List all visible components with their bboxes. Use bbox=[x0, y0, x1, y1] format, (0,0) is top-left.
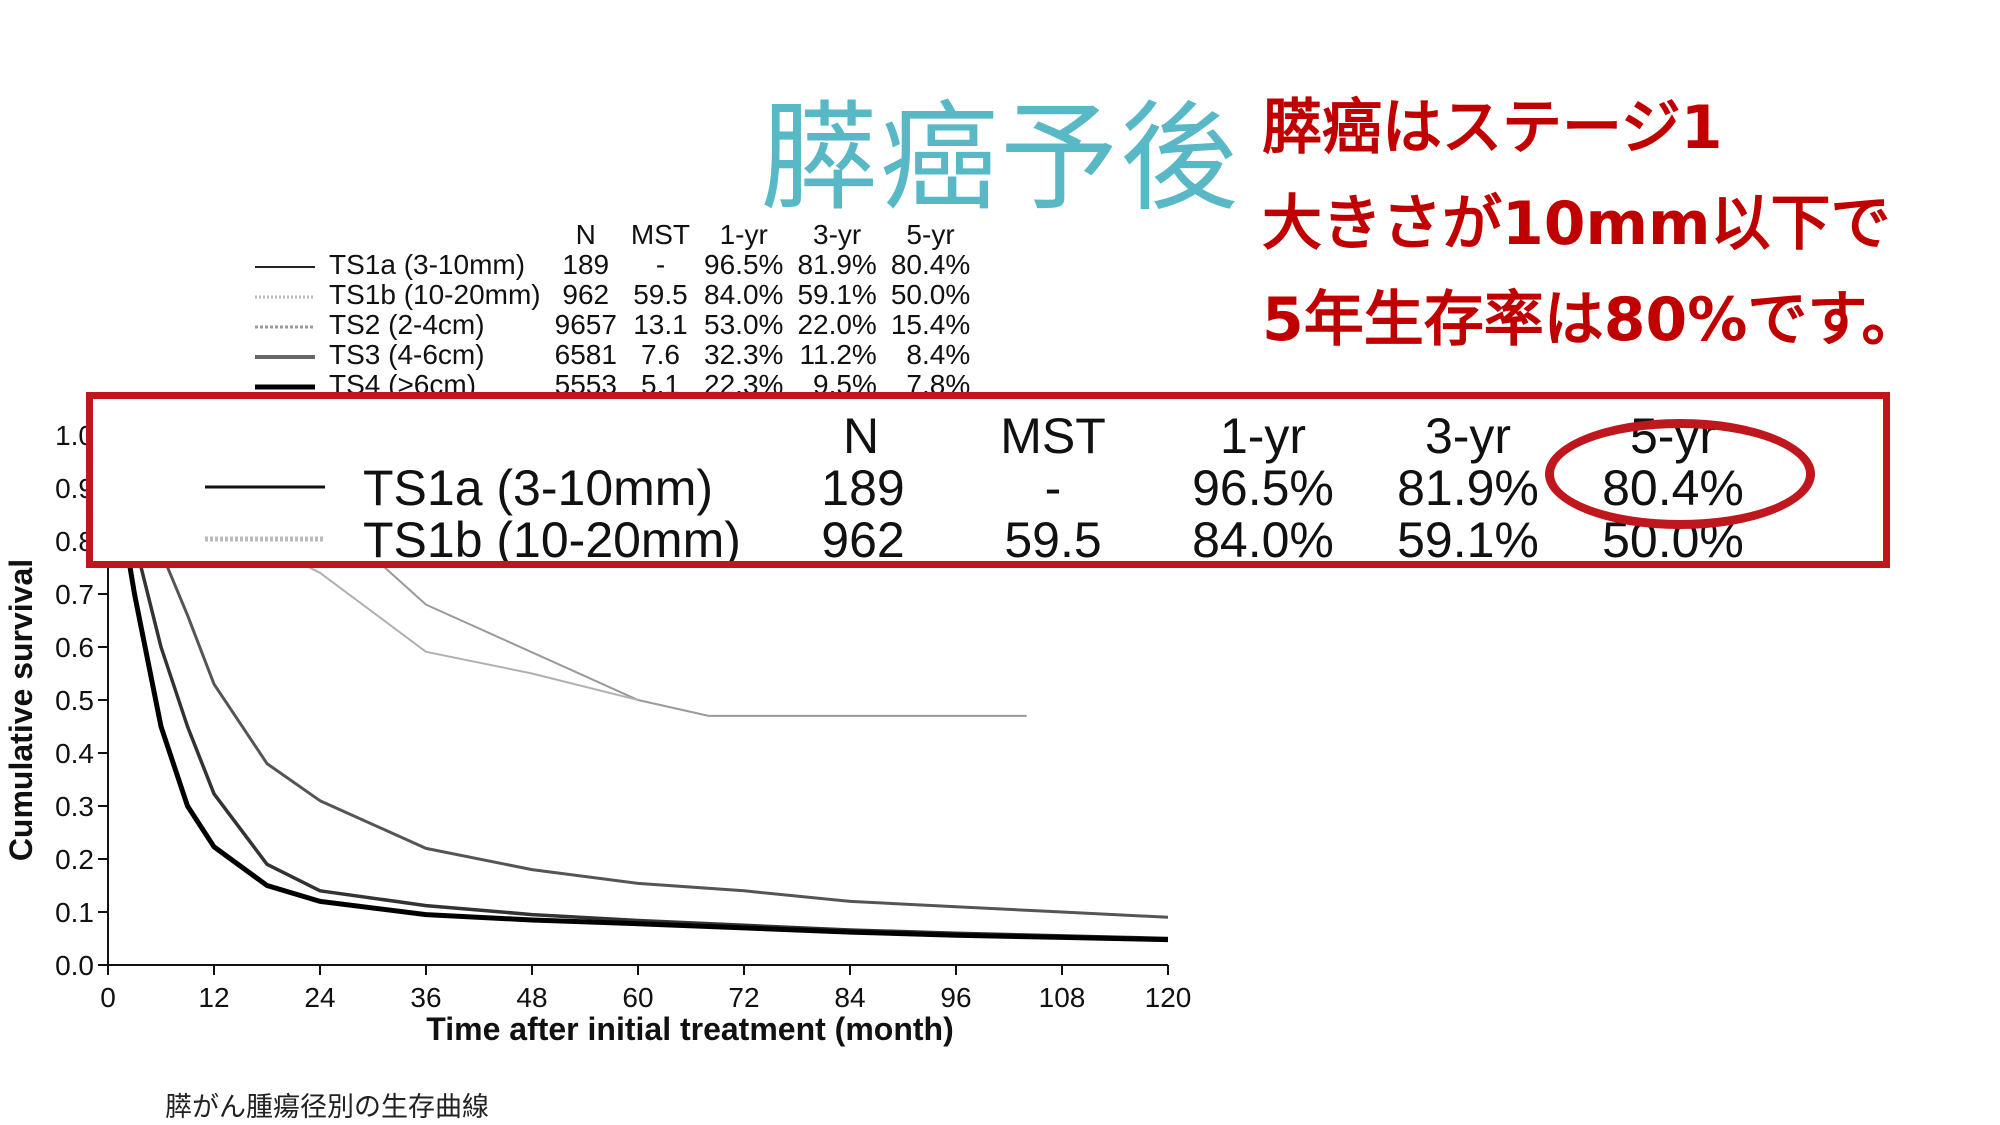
legend-mst: 7.6 bbox=[641, 339, 680, 370]
legend-header-3yr: 3-yr bbox=[813, 219, 862, 250]
zoom-n: 189 bbox=[821, 460, 905, 516]
y-tick-label: 0.7 bbox=[55, 579, 94, 610]
series-line bbox=[106, 434, 1169, 919]
legend-mst: 59.5 bbox=[633, 279, 688, 310]
legend-swatch-ts1a bbox=[255, 265, 315, 268]
figure-caption: 膵がん腫瘍径別の生存曲線 bbox=[165, 1092, 489, 1123]
zoom-n: 962 bbox=[821, 512, 905, 568]
legend-3yr: 81.9% bbox=[797, 249, 877, 280]
y-tick-label: 0.0 bbox=[55, 950, 94, 981]
legend-header-mst: MST bbox=[630, 219, 691, 250]
x-tick-label: 120 bbox=[1145, 982, 1192, 1013]
x-tick-label: 84 bbox=[834, 982, 865, 1013]
legend-n: 962 bbox=[562, 279, 610, 310]
legend-row: TS3 (4-6cm) 6581 7.6 32.3% 11.2% 8.4% bbox=[255, 340, 984, 370]
legend-row: TS1b (10-20mm) 962 59.5 84.0% 59.1% 50.0… bbox=[255, 280, 984, 310]
legend-header-n: N bbox=[575, 219, 596, 250]
zoom-label: TS1a (3-10mm) bbox=[363, 460, 714, 516]
y-tick-label: 0.5 bbox=[55, 685, 94, 716]
legend-label: TS1b (10-20mm) bbox=[329, 279, 541, 310]
y-axis-label: Cumulative survival bbox=[3, 559, 39, 861]
legend-5yr: 15.4% bbox=[890, 309, 971, 340]
legend-swatch-ts1b bbox=[255, 295, 315, 299]
legend-label: TS3 (4-6cm) bbox=[329, 339, 485, 370]
zoom-3yr: 81.9% bbox=[1397, 460, 1539, 516]
x-tick-label: 108 bbox=[1039, 982, 1086, 1013]
legend-swatch-ts4 bbox=[255, 384, 315, 390]
legend-5yr: 50.0% bbox=[890, 279, 971, 310]
legend-header-1yr: 1-yr bbox=[719, 219, 768, 250]
x-tick-label: 24 bbox=[304, 982, 335, 1013]
x-tick-label: 0 bbox=[100, 982, 116, 1013]
x-tick-label: 48 bbox=[516, 982, 547, 1013]
y-tick-label: 0.2 bbox=[55, 844, 94, 875]
x-tick-label: 36 bbox=[410, 982, 441, 1013]
legend-n: 9657 bbox=[554, 309, 617, 340]
zoom-header-mst: MST bbox=[1000, 408, 1106, 464]
zoom-header-3yr: 3-yr bbox=[1424, 408, 1512, 464]
legend-label: TS2 (2-4cm) bbox=[329, 309, 485, 340]
y-tick-label: 0.1 bbox=[55, 897, 94, 928]
zoom-swatch-ts1b bbox=[205, 536, 325, 542]
legend-n: 189 bbox=[562, 249, 610, 280]
legend-swatch-ts2 bbox=[255, 325, 315, 329]
zoom-1yr: 84.0% bbox=[1192, 512, 1334, 568]
zoom-mst: - bbox=[1044, 460, 1062, 516]
slide-note: 膵癌はステージ1 大きさが10mm以下で 5年生存率は80%です。 bbox=[1262, 80, 1921, 368]
legend-5yr: 80.4% bbox=[890, 249, 971, 280]
chart-legend-table: N MST 1-yr 3-yr 5-yr TS1a (3-10mm) 189 -… bbox=[255, 220, 984, 400]
legend-3yr: 59.1% bbox=[797, 279, 877, 310]
zoom-mst: 59.5 bbox=[1004, 512, 1102, 568]
legend-row: TS2 (2-4cm) 9657 13.1 53.0% 22.0% 15.4% bbox=[255, 310, 984, 340]
legend-mst: 13.1 bbox=[633, 309, 688, 340]
highlight-ellipse bbox=[1545, 419, 1815, 529]
x-tick-label: 12 bbox=[198, 982, 229, 1013]
zoom-3yr: 59.1% bbox=[1397, 512, 1539, 568]
x-tick-label: 96 bbox=[940, 982, 971, 1013]
legend-3yr: 11.2% bbox=[799, 339, 877, 370]
note-line-2: 大きさが10mm以下で bbox=[1262, 189, 1891, 259]
legend-5yr: 8.4% bbox=[906, 339, 971, 370]
y-tick-label: 0.6 bbox=[55, 632, 94, 663]
legend-header-5yr: 5-yr bbox=[906, 219, 955, 250]
note-line-3: 5年生存率は80%です。 bbox=[1262, 285, 1922, 355]
legend-1yr: 32.3% bbox=[704, 339, 784, 370]
y-tick-label: 0.3 bbox=[55, 791, 94, 822]
x-tick-label: 72 bbox=[728, 982, 759, 1013]
legend-row: TS1a (3-10mm) 189 - 96.5% 81.9% 80.4% bbox=[255, 250, 984, 280]
slide-title: 膵癌予後 bbox=[760, 89, 1241, 227]
legend-n: 6581 bbox=[554, 339, 617, 370]
legend-3yr: 22.0% bbox=[797, 309, 877, 340]
legend-label: TS1a (3-10mm) bbox=[329, 249, 526, 280]
zoom-1yr: 96.5% bbox=[1192, 460, 1334, 516]
legend-mst: - bbox=[655, 249, 666, 280]
zoom-swatch-ts1a bbox=[205, 485, 325, 489]
legend-header-row: N MST 1-yr 3-yr 5-yr bbox=[255, 220, 984, 250]
legend-1yr: 84.0% bbox=[704, 279, 784, 310]
note-line-1: 膵癌はステージ1 bbox=[1262, 93, 1723, 163]
y-tick-label: 0.4 bbox=[55, 738, 94, 769]
zoom-header-1yr: 1-yr bbox=[1219, 408, 1307, 464]
legend-1yr: 53.0% bbox=[704, 309, 784, 340]
x-tick-label: 60 bbox=[622, 982, 653, 1013]
x-axis-label: Time after initial treatment (month) bbox=[426, 1011, 953, 1047]
legend-swatch-ts3 bbox=[255, 354, 315, 359]
zoom-label: TS1b (10-20mm) bbox=[363, 512, 741, 568]
series-line bbox=[105, 434, 1169, 943]
zoom-header-n: N bbox=[842, 408, 880, 464]
legend-1yr: 96.5% bbox=[704, 249, 784, 280]
